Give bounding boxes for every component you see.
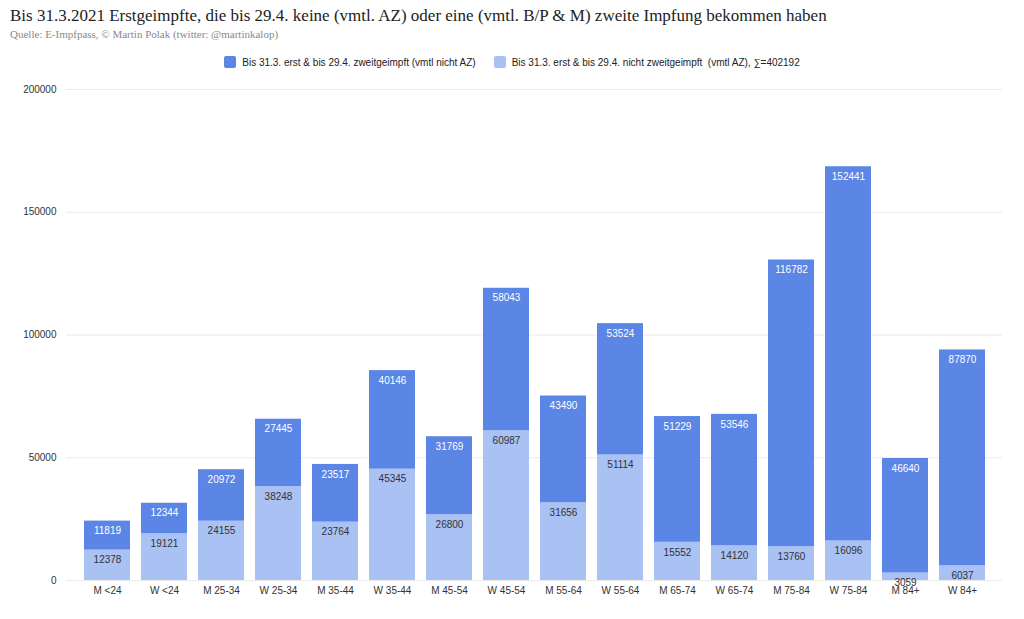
svg-text:38248: 38248 xyxy=(265,491,293,502)
svg-text:23517: 23517 xyxy=(322,469,350,480)
svg-text:W 75-84: W 75-84 xyxy=(830,585,868,596)
svg-text:M 45-54: M 45-54 xyxy=(431,585,468,596)
svg-text:43490: 43490 xyxy=(550,400,578,411)
html-text:Bis 31.3.2021 Erstgeimpfte, di: Bis 31.3.2021 Erstgeimpfte, die bis 29.4… xyxy=(10,6,827,25)
svg-text:W 25-34: W 25-34 xyxy=(260,585,298,596)
svg-text:W 45-54: W 45-54 xyxy=(488,585,526,596)
svg-text:31656: 31656 xyxy=(550,507,578,518)
svg-text:W 55-64: W 55-64 xyxy=(602,585,640,596)
svg-text:3059: 3059 xyxy=(894,577,917,588)
svg-text:20972: 20972 xyxy=(208,474,236,485)
svg-text:100000: 100000 xyxy=(23,329,57,340)
svg-text:200000: 200000 xyxy=(23,84,57,95)
svg-text:31769: 31769 xyxy=(436,441,464,452)
svg-text:W 84+: W 84+ xyxy=(948,585,977,596)
svg-text:53524: 53524 xyxy=(607,328,635,339)
svg-text:M 55-64: M 55-64 xyxy=(545,585,582,596)
svg-text:45345: 45345 xyxy=(379,473,407,484)
svg-text:51229: 51229 xyxy=(664,421,692,432)
svg-text:13760: 13760 xyxy=(778,551,806,562)
svg-text:0: 0 xyxy=(51,575,57,586)
svg-text:19121: 19121 xyxy=(151,538,179,549)
svg-text:50000: 50000 xyxy=(29,452,57,463)
svg-text:58043: 58043 xyxy=(493,292,521,303)
svg-text:M 25-34: M 25-34 xyxy=(203,585,240,596)
svg-text:60987: 60987 xyxy=(493,435,521,446)
svg-text:W 65-74: W 65-74 xyxy=(716,585,754,596)
svg-text:24155: 24155 xyxy=(208,525,236,536)
svg-text:16096: 16096 xyxy=(835,545,863,556)
svg-text:53546: 53546 xyxy=(721,419,749,430)
svg-text:M 35-44: M 35-44 xyxy=(317,585,354,596)
html-text:Bis 31.3. erst & bis 29.4. zwe: Bis 31.3. erst & bis 29.4. zweitgeimpft … xyxy=(242,56,476,68)
svg-text:26800: 26800 xyxy=(436,519,464,530)
svg-text:W <24: W <24 xyxy=(150,585,180,596)
svg-text:40146: 40146 xyxy=(379,375,407,386)
svg-text:W 35-44: W 35-44 xyxy=(374,585,412,596)
svg-text:150000: 150000 xyxy=(23,206,57,217)
html-text:Bis 31.3. erst & bis 29.4. nic: Bis 31.3. erst & bis 29.4. nicht zweitge… xyxy=(511,56,800,68)
html-text:Quelle: E-Impfpass, © Martin P: Quelle: E-Impfpass, © Martin Polak (twit… xyxy=(10,28,279,40)
svg-text:15552: 15552 xyxy=(664,547,692,558)
svg-text:M 75-84: M 75-84 xyxy=(773,585,810,596)
svg-text:46640: 46640 xyxy=(892,463,920,474)
svg-text:14120: 14120 xyxy=(721,550,749,561)
svg-text:152441: 152441 xyxy=(832,171,866,182)
svg-text:23764: 23764 xyxy=(322,526,350,537)
svg-text:116782: 116782 xyxy=(775,264,808,275)
svg-text:M <24: M <24 xyxy=(93,585,122,596)
svg-text:12344: 12344 xyxy=(151,507,179,518)
svg-text:87870: 87870 xyxy=(949,354,977,365)
svg-text:M 65-74: M 65-74 xyxy=(659,585,696,596)
svg-text:M 84+: M 84+ xyxy=(891,584,920,596)
svg-text:11819: 11819 xyxy=(94,525,122,536)
svg-text:6037: 6037 xyxy=(951,570,974,581)
svg-text:27445: 27445 xyxy=(265,423,293,434)
svg-text:51114: 51114 xyxy=(607,459,634,470)
svg-text:12378: 12378 xyxy=(94,554,122,565)
